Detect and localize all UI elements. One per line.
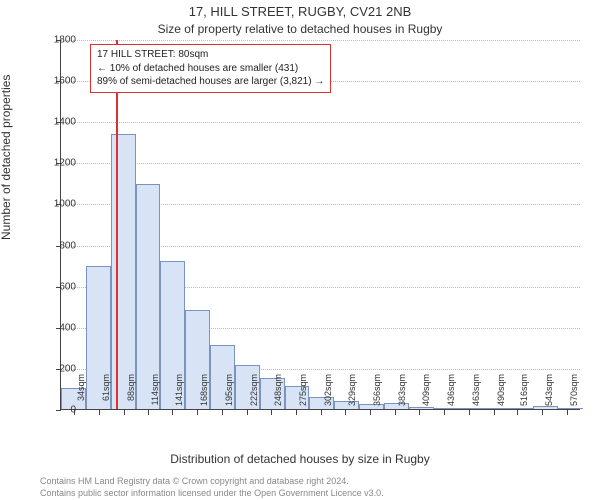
xtick-mark <box>321 410 322 415</box>
ytick-label: 800 <box>36 240 76 251</box>
xtick-mark <box>345 410 346 415</box>
xtick-mark <box>370 410 371 415</box>
footer-copyright-1: Contains HM Land Registry data © Crown c… <box>40 476 349 486</box>
xtick-mark <box>494 410 495 415</box>
xtick-label: 114sqm <box>150 374 160 405</box>
xtick-mark <box>296 410 297 415</box>
histogram-bar <box>483 408 508 409</box>
xtick-mark <box>197 410 198 415</box>
xtick-mark <box>469 410 470 415</box>
ytick-label: 400 <box>36 322 76 333</box>
y-axis-label: Number of detached properties <box>0 75 13 240</box>
xtick-mark <box>172 410 173 415</box>
histogram-bar <box>558 408 583 409</box>
xtick-mark <box>419 410 420 415</box>
xtick-label: 248sqm <box>273 374 283 406</box>
histogram-bar <box>111 134 136 409</box>
plot-area <box>60 40 580 410</box>
xtick-label: 356sqm <box>372 374 382 406</box>
xtick-mark <box>542 410 543 415</box>
histogram-bar <box>409 407 434 409</box>
histogram-bar <box>434 408 459 409</box>
ytick-label: 1200 <box>36 158 76 169</box>
annotation-line-1: 17 HILL STREET: 80sqm <box>97 48 324 62</box>
xtick-mark <box>124 410 125 415</box>
annotation-box: 17 HILL STREET: 80sqm ← 10% of detached … <box>90 44 331 93</box>
gridline-h <box>61 122 580 123</box>
xtick-label: 543sqm <box>544 374 554 406</box>
xtick-mark <box>517 410 518 415</box>
footer-copyright-2: Contains public sector information licen… <box>40 488 384 498</box>
xtick-mark <box>247 410 248 415</box>
ytick-label: 200 <box>36 363 76 374</box>
xtick-label: 141sqm <box>174 374 184 406</box>
gridline-h <box>61 163 580 164</box>
ytick-label: 600 <box>36 281 76 292</box>
xtick-mark <box>444 410 445 415</box>
xtick-label: 195sqm <box>224 374 234 406</box>
chart-title-primary: 17, HILL STREET, RUGBY, CV21 2NB <box>0 4 600 19</box>
xtick-mark <box>271 410 272 415</box>
annotation-line-2: ← 10% of detached houses are smaller (43… <box>97 62 324 76</box>
xtick-label: 490sqm <box>496 374 506 406</box>
xtick-label: 61sqm <box>101 374 111 401</box>
reference-line <box>116 40 118 409</box>
xtick-label: 570sqm <box>569 374 579 406</box>
xtick-label: 222sqm <box>249 374 259 406</box>
xtick-label: 436sqm <box>446 374 456 406</box>
xtick-label: 88sqm <box>126 374 136 401</box>
ytick-label: 1400 <box>36 117 76 128</box>
histogram-bar <box>508 408 533 409</box>
xtick-mark <box>148 410 149 415</box>
xtick-label: 34sqm <box>76 374 86 401</box>
x-axis-label: Distribution of detached houses by size … <box>0 452 600 466</box>
annotation-line-3: 89% of semi-detached houses are larger (… <box>97 75 324 89</box>
histogram-bar <box>459 408 484 409</box>
ytick-label: 1000 <box>36 199 76 210</box>
ytick-label: 1800 <box>36 35 76 46</box>
xtick-label: 516sqm <box>519 374 529 406</box>
xtick-label: 329sqm <box>347 374 357 406</box>
xtick-mark <box>222 410 223 415</box>
xtick-label: 383sqm <box>397 374 407 406</box>
gridline-h <box>61 40 580 41</box>
xtick-label: 302sqm <box>323 374 333 406</box>
xtick-label: 168sqm <box>199 374 209 406</box>
ytick-label: 0 <box>36 405 76 416</box>
xtick-label: 409sqm <box>421 374 431 406</box>
xtick-mark <box>395 410 396 415</box>
xtick-label: 275sqm <box>298 374 308 406</box>
xtick-label: 463sqm <box>471 374 481 406</box>
property-size-chart: 17, HILL STREET, RUGBY, CV21 2NB Size of… <box>0 0 600 500</box>
xtick-mark <box>99 410 100 415</box>
histogram-bar <box>533 406 558 409</box>
xtick-mark <box>567 410 568 415</box>
ytick-label: 1600 <box>36 76 76 87</box>
chart-title-secondary: Size of property relative to detached ho… <box>0 22 600 36</box>
